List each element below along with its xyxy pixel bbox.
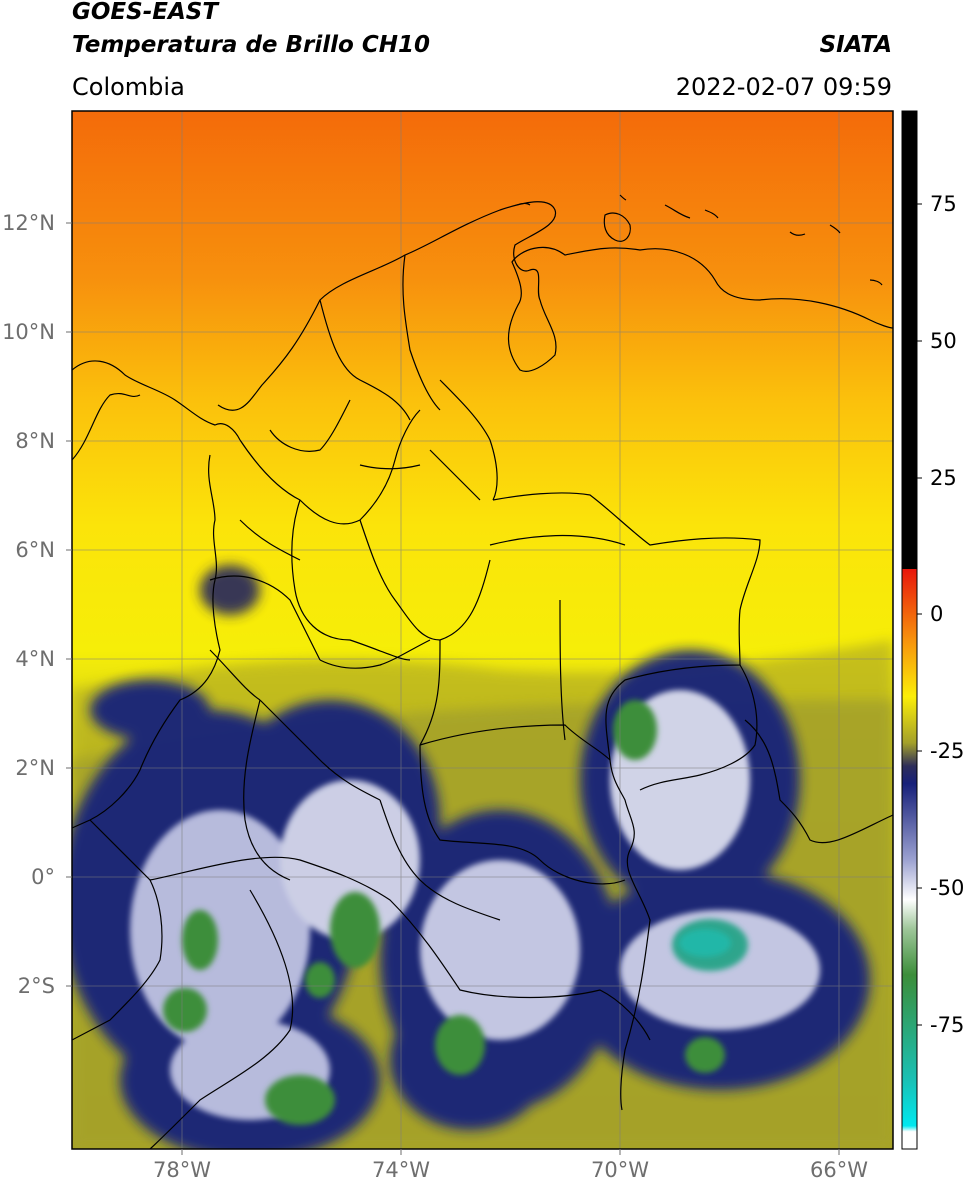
lat-tick-label: 0°: [31, 865, 55, 889]
lat-tick-label: 10°N: [2, 320, 55, 344]
lon-tick-label: 74°W: [372, 1158, 430, 1182]
brightness-temperature-image: [72, 111, 893, 1149]
colorbar-tick-label: 0: [930, 602, 944, 626]
boundaries: [72, 194, 893, 1149]
colorbar: [901, 110, 922, 1150]
lat-tick-label: 4°N: [15, 647, 55, 671]
lon-tick-label: 78°W: [153, 1158, 211, 1182]
colorbar-tick-label: -75: [930, 1013, 965, 1037]
colorbar-tick-label: -50: [930, 876, 965, 900]
region-label: Colombia: [72, 73, 185, 101]
satellite-title: GOES-EAST: [72, 0, 219, 25]
colorbar-black-segment: [902, 111, 917, 569]
timestamp-label: 2022-02-07 09:59: [675, 73, 892, 101]
colorbar-tick-label: 75: [930, 192, 957, 216]
lat-tick-label: 2°N: [15, 756, 55, 780]
lat-tick-label: 2°S: [17, 974, 55, 998]
lat-tick-label: 12°N: [2, 211, 55, 235]
lat-tick-label: 6°N: [15, 538, 55, 562]
map-frame: [71, 110, 894, 1150]
colorbar-gradient: [902, 569, 917, 1149]
lat-tick-label: 8°N: [15, 429, 55, 453]
product-title: Temperatura de Brillo CH10: [72, 32, 430, 58]
lon-tick-label: 66°W: [810, 1158, 868, 1182]
axis-ticks: [66, 222, 840, 1155]
lon-tick-label: 70°W: [591, 1158, 649, 1182]
gridlines: [72, 111, 893, 1149]
agency-label: SIATA: [819, 32, 892, 58]
colorbar-tick-label: -25: [930, 739, 965, 763]
colorbar-tick-label: 50: [930, 329, 957, 353]
colorbar-tick-label: 25: [930, 466, 957, 490]
